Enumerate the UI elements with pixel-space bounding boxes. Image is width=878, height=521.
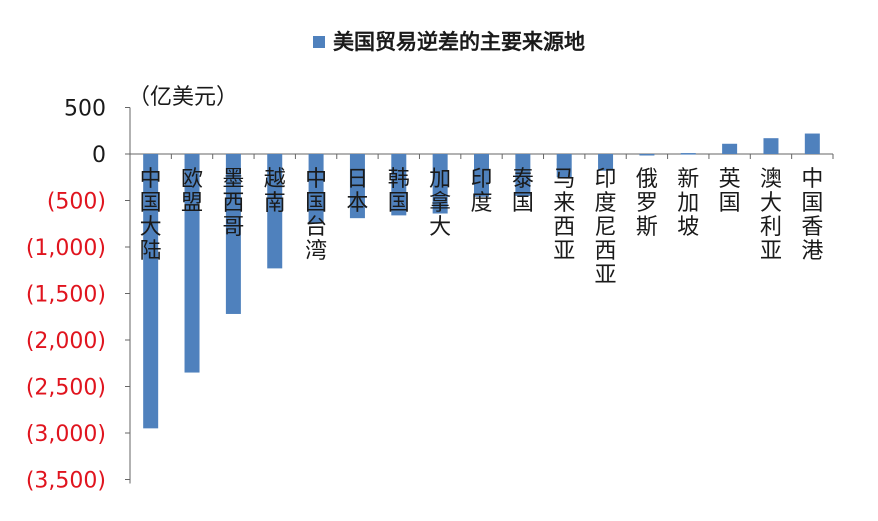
bar xyxy=(722,143,738,154)
bar xyxy=(556,154,572,178)
bar xyxy=(763,138,779,154)
category-label: 马来西亚 xyxy=(553,167,575,264)
category-label: 印度尼西亚 xyxy=(595,167,617,288)
y-tick-label: (1,000) xyxy=(26,236,106,261)
category-label: 英国 xyxy=(719,167,741,216)
category-label: 印度 xyxy=(470,167,492,216)
category-label: 欧盟 xyxy=(181,167,203,216)
y-tick-label: 500 xyxy=(64,97,106,122)
category-label: 日本 xyxy=(346,167,368,216)
category-label: 中国香港 xyxy=(801,167,823,264)
bar xyxy=(432,154,448,214)
bars xyxy=(143,133,820,429)
category-label: 中国台湾 xyxy=(305,167,327,264)
bar xyxy=(639,154,655,156)
y-tick-label: (2,500) xyxy=(26,376,106,401)
category-label: 俄罗斯 xyxy=(636,167,658,240)
category-label: 越南 xyxy=(264,167,286,216)
y-axis: 500 0 (500) (1,000) (1,500) (2,000) (2,500) (3,… xyxy=(26,97,131,494)
y-tick-label: (500) xyxy=(47,190,106,215)
y-tick-label: (2,000) xyxy=(26,329,106,354)
category-label: 新加坡 xyxy=(677,167,699,240)
legend-label: 美国贸易逆差的主要来源地 xyxy=(333,30,585,54)
category-label: 澳大利亚 xyxy=(760,167,782,264)
bar xyxy=(474,154,489,197)
legend-swatch xyxy=(313,36,325,48)
category-label: 墨西哥 xyxy=(222,167,244,240)
category-label: 泰国 xyxy=(512,167,534,216)
bar xyxy=(804,133,820,154)
bar xyxy=(598,154,614,171)
category-labels: 中国大陆欧盟墨西哥越南中国台湾日本韩国加拿大印度泰国马来西亚印度尼西亚俄罗斯新加… xyxy=(140,167,824,288)
y-tick-label: (3,000) xyxy=(26,422,106,447)
y-unit-label: （亿美元） xyxy=(128,85,238,110)
bar xyxy=(225,154,241,314)
category-label: 加拿大 xyxy=(429,167,451,240)
y-tick-label: (3,500) xyxy=(26,469,106,494)
bar xyxy=(349,154,365,219)
y-tick-label: 0 xyxy=(92,143,106,168)
y-tick-label: (1,500) xyxy=(26,283,106,308)
legend: 美国贸易逆差的主要来源地 xyxy=(313,30,585,54)
bar xyxy=(680,153,696,155)
bar xyxy=(143,154,159,429)
bar xyxy=(267,154,283,269)
bar xyxy=(308,154,324,223)
category-label: 韩国 xyxy=(388,167,410,216)
bar xyxy=(515,154,531,196)
bar xyxy=(391,154,407,216)
category-label: 中国大陆 xyxy=(140,167,162,264)
bar xyxy=(184,154,200,373)
